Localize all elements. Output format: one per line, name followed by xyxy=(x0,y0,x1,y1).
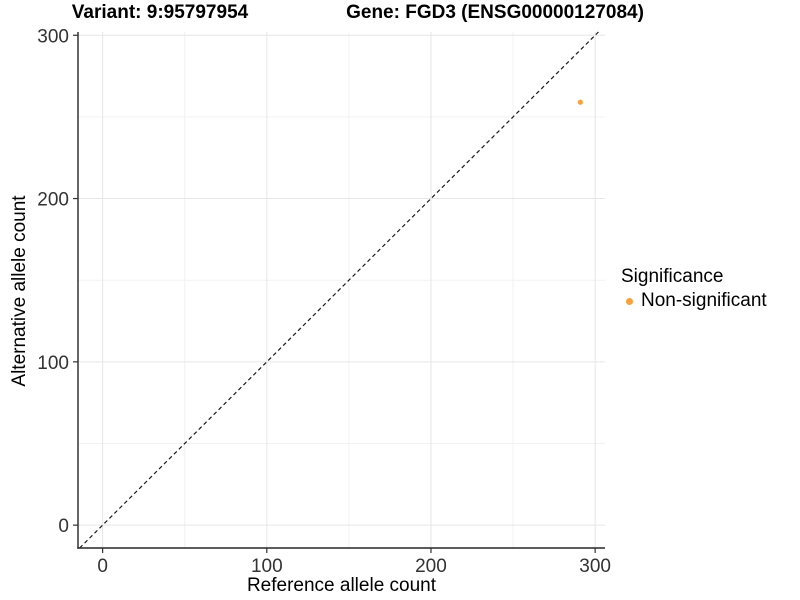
x-tick-label: 200 xyxy=(415,556,447,577)
y-tick-label: 200 xyxy=(37,190,69,211)
legend-point-icon xyxy=(626,297,633,305)
legend: Significance Non-significant xyxy=(617,266,767,312)
y-tick-label: 100 xyxy=(37,353,69,374)
gene-title: Gene: FGD3 (ENSG00000127084) xyxy=(346,2,644,23)
variant-title: Variant: 9:95797954 xyxy=(71,2,249,23)
data-point xyxy=(577,99,583,105)
x-tick-label: 300 xyxy=(579,556,611,577)
y-axis-title: Alternative allele count xyxy=(9,195,30,387)
legend-title: Significance xyxy=(621,266,724,287)
y-tick-label: 300 xyxy=(37,26,69,47)
x-tick-label: 0 xyxy=(97,556,108,577)
y-tick-label: 0 xyxy=(58,516,69,537)
legend-item-label: Non-significant xyxy=(641,290,767,311)
x-axis-title: Reference allele count xyxy=(246,575,437,596)
legend-item-non-significant: Non-significant xyxy=(617,290,767,312)
identity-reference-line xyxy=(79,31,599,549)
x-tick-label: 100 xyxy=(251,556,283,577)
